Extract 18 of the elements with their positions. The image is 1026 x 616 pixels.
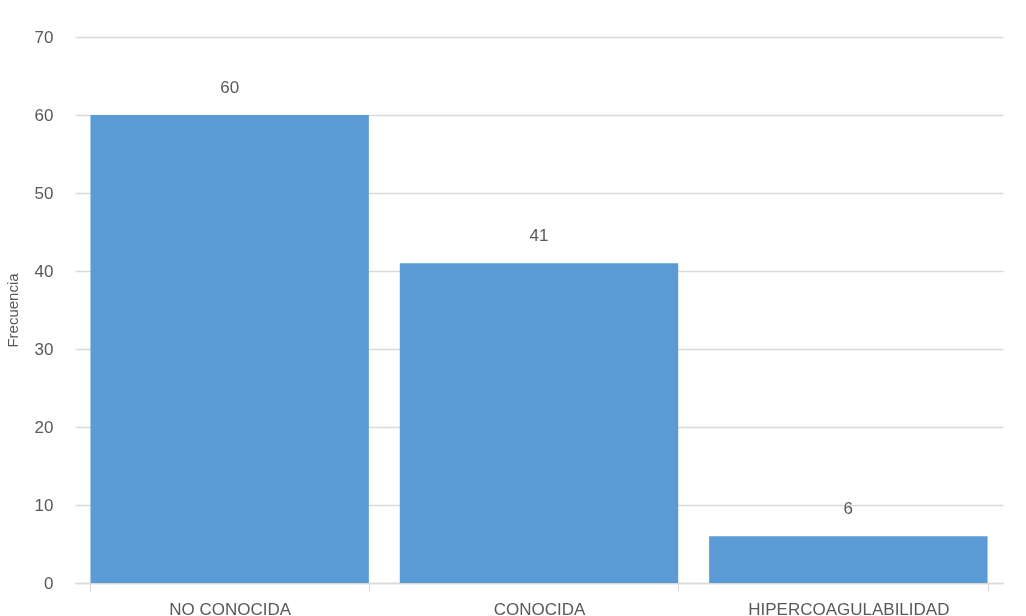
data-label: 41 bbox=[529, 226, 549, 246]
data-label: 6 bbox=[843, 499, 854, 519]
y-tick-label: 70 bbox=[34, 27, 54, 47]
y-tick-label: 0 bbox=[44, 573, 54, 593]
x-tick-label: HIPERCOAGULABILIDAD bbox=[748, 599, 950, 616]
y-tick-label: 60 bbox=[34, 105, 54, 125]
bar bbox=[90, 115, 369, 583]
bar bbox=[399, 263, 679, 583]
x-tick-label: NO CONOCIDA bbox=[169, 599, 292, 616]
y-tick-label: 40 bbox=[34, 261, 54, 281]
y-tick-label: 10 bbox=[34, 495, 54, 515]
y-tick-label: 20 bbox=[34, 417, 54, 437]
data-label: 60 bbox=[220, 78, 240, 97]
y-axis-title: Frecuencia bbox=[3, 272, 21, 348]
x-tick-label: CONOCIDA bbox=[493, 599, 586, 616]
y-tick-label: 50 bbox=[34, 183, 54, 203]
y-tick-label: 30 bbox=[34, 339, 54, 359]
bar bbox=[709, 536, 988, 583]
